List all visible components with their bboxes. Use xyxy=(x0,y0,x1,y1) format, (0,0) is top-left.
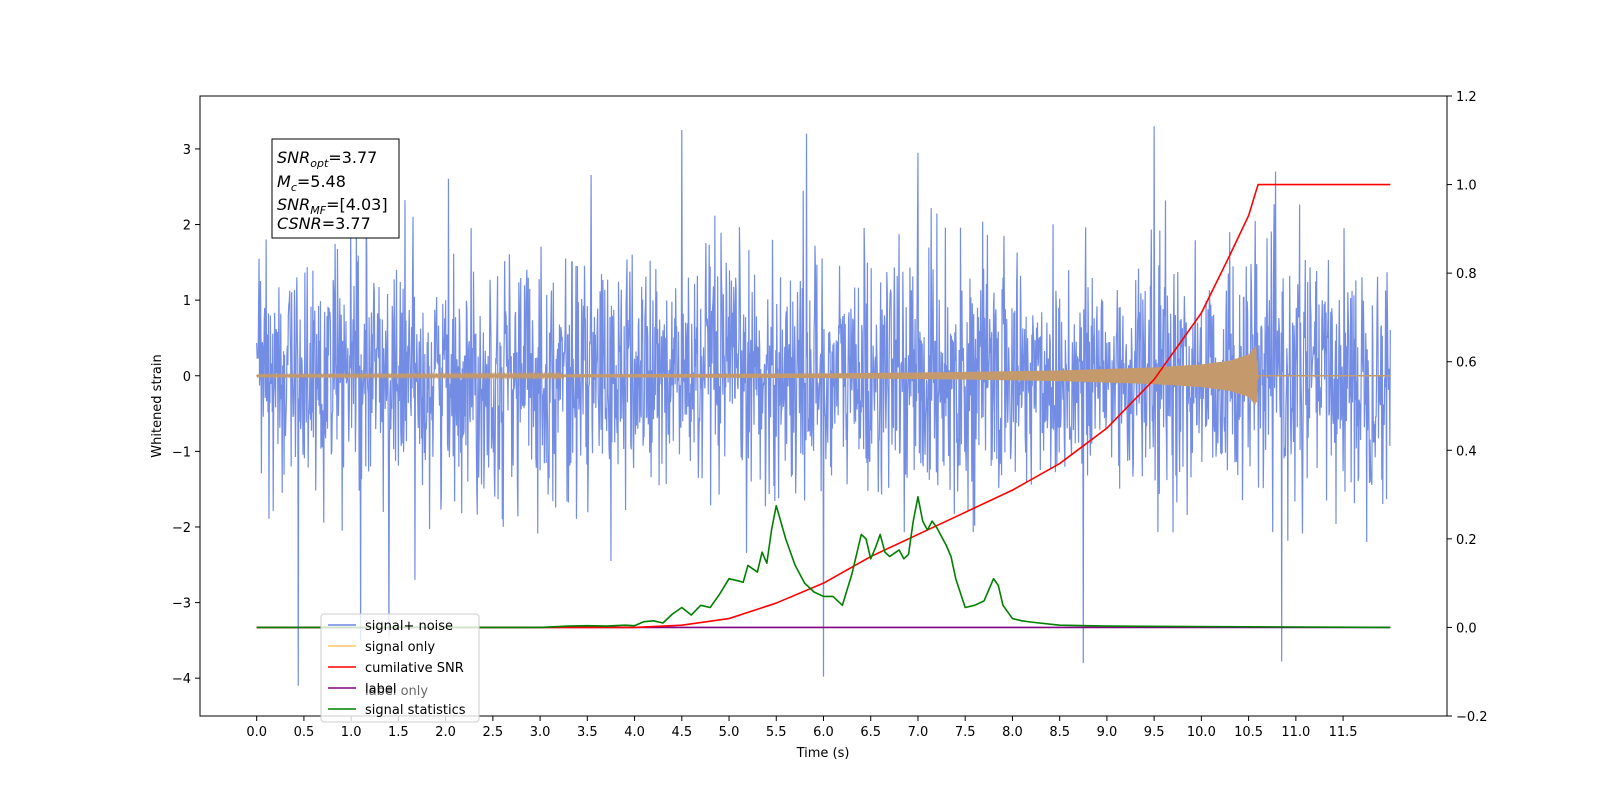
y-axis-right: 1.2 1.0 0.8 0.6 0.4 0.2 0.0 −0.2 xyxy=(1447,90,1488,725)
y-right-tick-label: 0.8 xyxy=(1456,267,1477,282)
y-left-tick-label: 2 xyxy=(183,219,191,234)
svg-text:signal+ noise: signal+ noise xyxy=(365,619,453,634)
x-tick-label: 7.0 xyxy=(908,725,929,740)
y-axis-label: Whitened strain xyxy=(150,354,165,457)
x-tick-label: 5.0 xyxy=(719,725,740,740)
x-tick-label: 9.0 xyxy=(1097,725,1118,740)
legend-hidden-label: label only xyxy=(365,684,428,699)
x-tick-label: 2.5 xyxy=(483,725,504,740)
y-right-tick-label: 0.6 xyxy=(1456,356,1477,371)
x-tick-label: 0.5 xyxy=(294,725,315,740)
legend: label only signal+ noise signal only cum… xyxy=(320,613,480,723)
x-tick-label: 2.0 xyxy=(435,725,456,740)
svg-text:signal only: signal only xyxy=(365,640,435,655)
x-tick-label: 10.5 xyxy=(1234,725,1263,740)
y-right-tick-label: −0.2 xyxy=(1456,710,1488,725)
y-left-tick-label: −4 xyxy=(172,672,191,687)
x-tick-label: 10.0 xyxy=(1187,725,1216,740)
legend-item-signal-noise: signal+ noise xyxy=(328,619,453,634)
svg-text:cumilative SNR: cumilative SNR xyxy=(365,661,464,676)
series-signal-statistics xyxy=(256,495,1391,629)
annotation-line-csnr: CSNR=3.77 xyxy=(277,214,371,233)
y-right-tick-label: 1.2 xyxy=(1456,90,1477,105)
y-left-tick-label: 3 xyxy=(183,143,191,158)
y-left-tick-label: −2 xyxy=(172,521,191,536)
x-tick-label: 11.5 xyxy=(1329,725,1358,740)
x-tick-label: 6.5 xyxy=(860,725,881,740)
x-tick-label: 8.0 xyxy=(1002,725,1023,740)
legend-item-cumulative-snr: cumilative SNR xyxy=(328,661,464,676)
svg-text:label: label xyxy=(365,682,396,697)
x-tick-label: 4.5 xyxy=(671,725,692,740)
series-signal-only xyxy=(256,346,1391,405)
annotation-line-snr-opt: SNRopt=3.77 xyxy=(277,148,377,170)
x-axis-label: Time (s) xyxy=(796,746,850,761)
x-tick-label: 0.0 xyxy=(246,725,267,740)
x-tick-label: 8.5 xyxy=(1049,725,1070,740)
x-tick-label: 7.5 xyxy=(955,725,976,740)
x-axis: 0.0 0.5 1.0 1.5 2.0 2.5 3.0 3.5 4.0 4.5 5.0 5.5 6.0 6… xyxy=(246,716,1358,740)
x-tick-label: 1.5 xyxy=(388,725,409,740)
legend-item-label: label xyxy=(328,682,396,697)
y-right-tick-label: 0.2 xyxy=(1456,533,1477,548)
x-tick-label: 3.5 xyxy=(577,725,598,740)
x-tick-label: 5.5 xyxy=(766,725,787,740)
svg-text:signal statistics: signal statistics xyxy=(365,703,466,718)
x-tick-label: 3.0 xyxy=(530,725,551,740)
y-right-tick-label: 1.0 xyxy=(1456,179,1477,194)
y-left-tick-label: −3 xyxy=(172,597,191,612)
y-left-tick-label: 0 xyxy=(183,370,191,385)
y-left-tick-label: 1 xyxy=(183,294,191,309)
series-cumulative-snr xyxy=(256,183,1391,629)
x-tick-label: 4.0 xyxy=(624,725,645,740)
y-right-tick-label: 0.0 xyxy=(1456,621,1477,636)
x-tick-label: 1.0 xyxy=(341,725,362,740)
stats-annotation-box: SNRopt=3.77 Mc=5.48 SNRMF=[4.03] CSNR=3.… xyxy=(271,138,400,239)
legend-item-signal-only: signal only xyxy=(328,640,435,655)
y-right-tick-label: 0.4 xyxy=(1456,444,1477,459)
x-tick-label: 6.0 xyxy=(813,725,834,740)
y-axis-left: 3 2 1 0 −1 −2 −3 −4 xyxy=(172,143,200,687)
legend-item-signal-statistics: signal statistics xyxy=(328,703,466,718)
x-tick-label: 11.0 xyxy=(1281,725,1310,740)
annotation-line-snr-mf: SNRMF=[4.03] xyxy=(277,195,388,217)
y-left-tick-label: −1 xyxy=(172,445,191,460)
annotation-line-mc: Mc=5.48 xyxy=(277,172,346,194)
x-tick-label: 9.5 xyxy=(1144,725,1165,740)
